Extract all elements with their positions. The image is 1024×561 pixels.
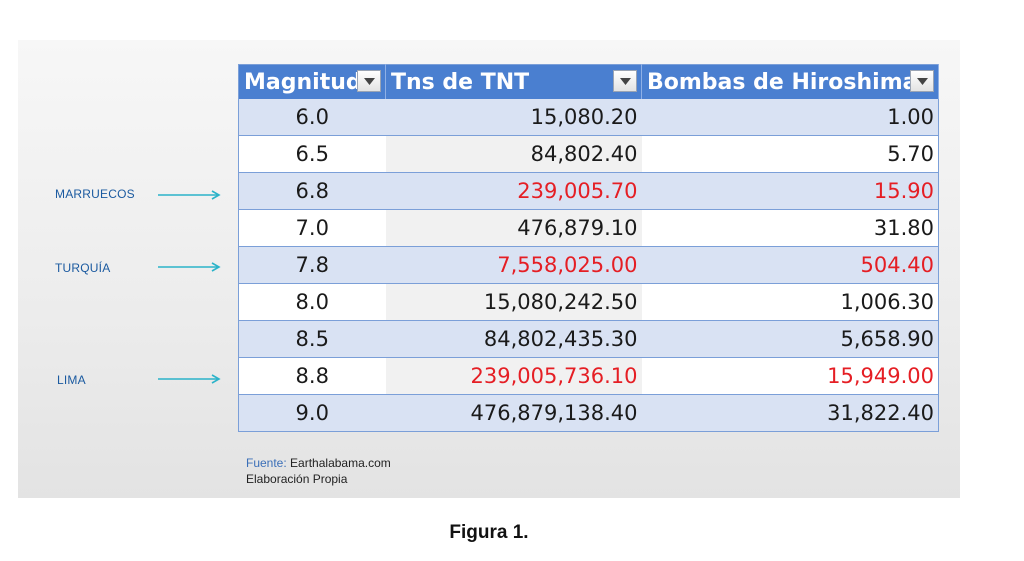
table-row: 6.0 15,080.20 1.00: [238, 99, 939, 136]
header-tnt: Tns de TNT: [385, 64, 642, 99]
bombs-cell: 1.00: [641, 99, 939, 136]
arrow-right-icon: [158, 190, 221, 200]
header-label: Bombas de Hiroshima: [647, 69, 918, 95]
table-header-row: Magnitud Tns de TNT Bombas de Hiroshima: [238, 64, 939, 99]
bombs-cell: 1,006.30: [641, 283, 939, 321]
magnitude-cell: 7.8: [238, 246, 386, 284]
source-line: Fuente: Earthalabama.com: [246, 455, 391, 471]
bombs-cell: 5.70: [641, 135, 939, 173]
dropdown-arrow-icon: [916, 77, 928, 85]
bombs-cell: 15,949.00: [641, 357, 939, 395]
magnitude-cell: 9.0: [238, 394, 386, 432]
arrow-right-icon: [158, 374, 221, 384]
table-row: 6.8 239,005.70 15.90: [238, 172, 939, 210]
header-label: Tns de TNT: [391, 69, 530, 95]
arrow-right-icon: [158, 262, 221, 272]
magnitude-table: Magnitud Tns de TNT Bombas de Hiroshima: [238, 64, 939, 432]
source-key: Fuente:: [246, 456, 287, 470]
annotation-label-marruecos: MARRUECOS: [55, 187, 135, 201]
table-row: 7.0 476,879.10 31.80: [238, 209, 939, 247]
bombs-cell: 31,822.40: [641, 394, 939, 432]
annotation-label-lima: LIMA: [57, 373, 86, 387]
tnt-cell: 476,879.10: [385, 209, 642, 247]
tnt-cell: 7,558,025.00: [385, 246, 642, 284]
magnitude-cell: 8.5: [238, 320, 386, 358]
table-row: 8.5 84,802,435.30 5,658.90: [238, 320, 939, 358]
bombs-cell: 504.40: [641, 246, 939, 284]
filter-dropdown-button[interactable]: [357, 70, 381, 92]
bombs-cell: 5,658.90: [641, 320, 939, 358]
magnitude-cell: 8.0: [238, 283, 386, 321]
dropdown-arrow-icon: [619, 77, 631, 85]
bombs-cell: 31.80: [641, 209, 939, 247]
tnt-cell: 239,005.70: [385, 172, 642, 210]
source-note: Fuente: Earthalabama.com Elaboración Pro…: [246, 455, 391, 487]
magnitude-cell: 6.0: [238, 99, 386, 136]
dropdown-arrow-icon: [363, 77, 375, 85]
magnitude-cell: 6.5: [238, 135, 386, 173]
tnt-cell: 84,802.40: [385, 135, 642, 173]
header-label: Magnitud: [244, 69, 362, 95]
filter-dropdown-button[interactable]: [613, 70, 637, 92]
tnt-cell: 15,080.20: [385, 99, 642, 136]
bombs-cell: 15.90: [641, 172, 939, 210]
header-magnitude: Magnitud: [238, 64, 386, 99]
tnt-cell: 239,005,736.10: [385, 357, 642, 395]
figure-caption: Figura 1.: [449, 522, 529, 543]
magnitude-cell: 7.0: [238, 209, 386, 247]
magnitude-cell: 6.8: [238, 172, 386, 210]
annotation-label-turquia: TURQUÍA: [55, 261, 111, 275]
magnitude-cell: 8.8: [238, 357, 386, 395]
source-note-line: Elaboración Propia: [246, 472, 348, 486]
tnt-cell: 15,080,242.50: [385, 283, 642, 321]
tnt-cell: 84,802,435.30: [385, 320, 642, 358]
tnt-cell: 476,879,138.40: [385, 394, 642, 432]
table-row: 7.8 7,558,025.00 504.40: [238, 246, 939, 284]
header-bombs: Bombas de Hiroshima: [641, 64, 939, 99]
source-value: Earthalabama.com: [290, 456, 391, 470]
table-row: 6.5 84,802.40 5.70: [238, 135, 939, 173]
table-row: 8.0 15,080,242.50 1,006.30: [238, 283, 939, 321]
table-row: 8.8 239,005,736.10 15,949.00: [238, 357, 939, 395]
filter-dropdown-button[interactable]: [910, 70, 934, 92]
table-row: 9.0 476,879,138.40 31,822.40: [238, 394, 939, 432]
